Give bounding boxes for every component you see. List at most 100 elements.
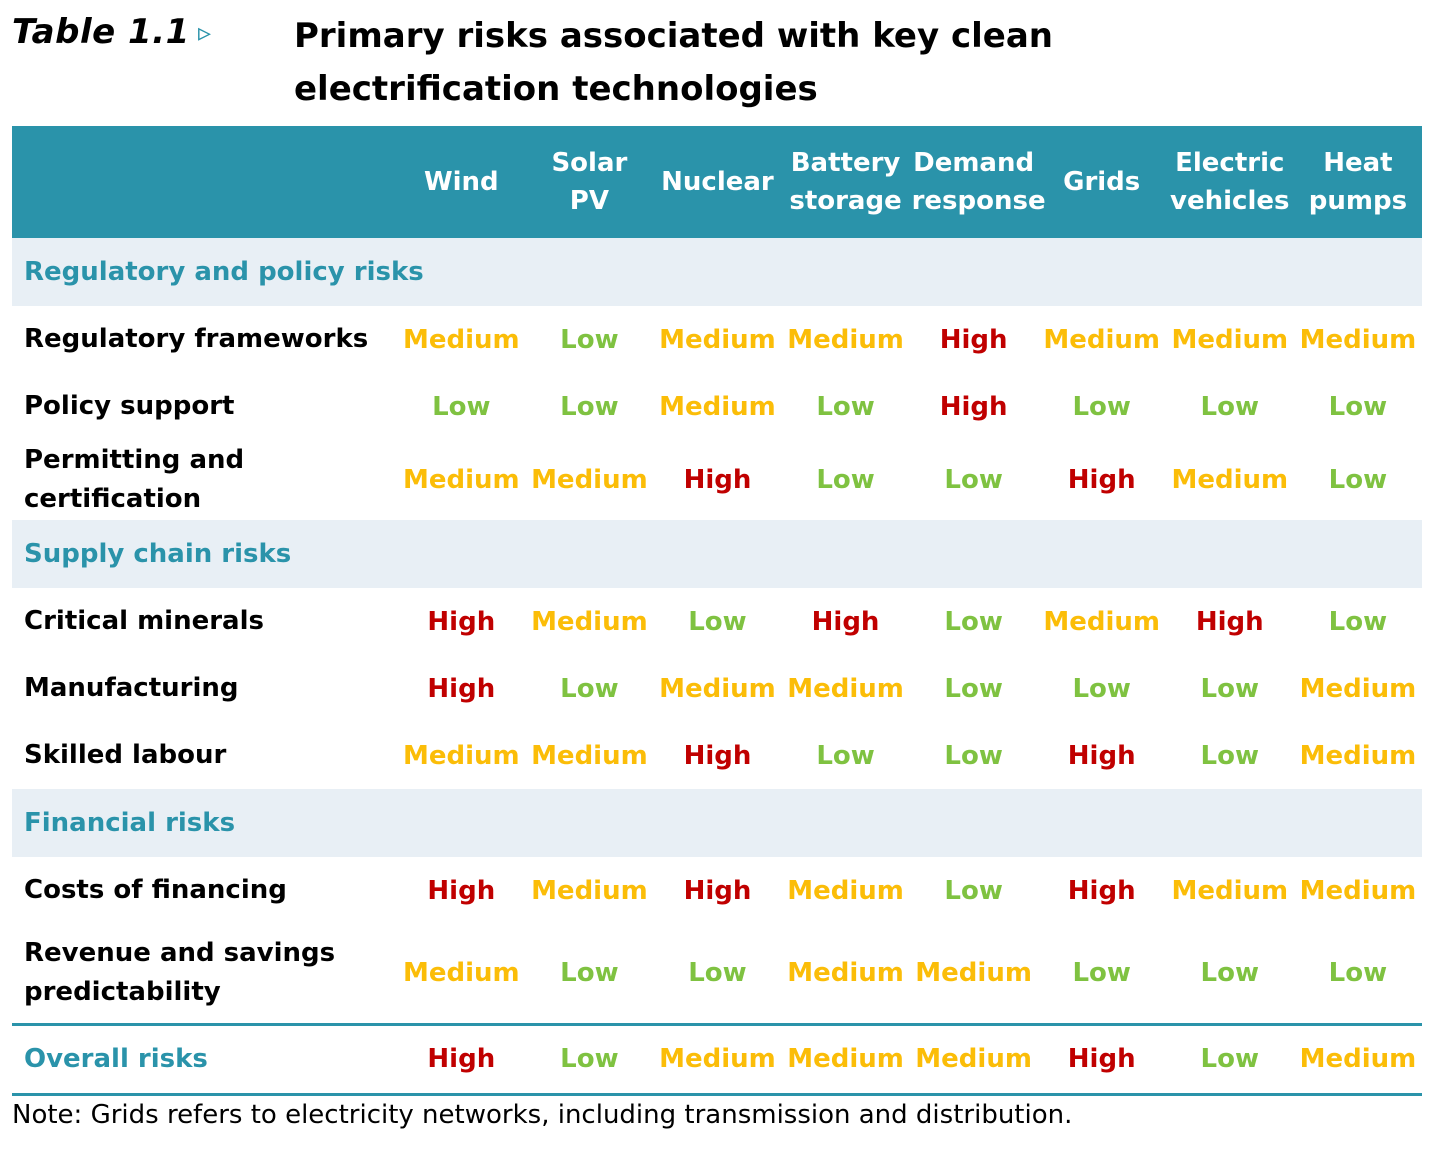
table-note: Note: Grids refers to electricity networ… (12, 1100, 1073, 1130)
table-row: Policy support Low Low Medium Low High Low Low L… (12, 373, 1422, 440)
risk-level-cell: High (1067, 875, 1136, 906)
risk-level-cell: High (939, 324, 1008, 355)
risk-level-cell: Medium (787, 324, 904, 355)
risk-level-cell: Low (688, 606, 747, 637)
risk-level-cell: High (683, 740, 752, 771)
risk-level-cell: Low (560, 673, 619, 704)
risk-level-cell: Low (816, 391, 875, 422)
section-header-row: Regulatory and policy risks (12, 238, 1422, 306)
risk-level-cell: High (683, 875, 752, 906)
row-label: Regulatory frameworks (24, 324, 369, 354)
section-title: Financial risks (24, 808, 236, 838)
risk-level-cell: High (427, 606, 496, 637)
risk-level-cell: Medium (1299, 875, 1417, 906)
risk-level-cell: High (1067, 740, 1136, 771)
risk-level-cell: Medium (531, 465, 648, 495)
header-row: Wind Solar PV Nuclear Battery storage De… (12, 126, 1422, 238)
risk-level-cell: Low (560, 391, 619, 422)
table-title-block: Table 1.1 ▹ Primary risks associated wit… (12, 6, 1432, 116)
risk-level-cell: Low (1200, 673, 1259, 704)
risk-level-cell: Medium (659, 673, 776, 704)
table-row: Revenue and savings predictability Medium… (12, 924, 1422, 1024)
risk-level-cell: Medium (402, 958, 520, 989)
row-label: Critical minerals (24, 606, 264, 636)
risk-level-cell: Low (1200, 1044, 1259, 1074)
risk-level-cell: Low (944, 673, 1003, 704)
table-row: Regulatory frameworks Medium Low Medium Medi… (12, 306, 1422, 373)
overall-row: Overall risks High Low Medium Medium Medium Hi… (12, 1024, 1422, 1094)
risk-level-cell: Medium (1171, 875, 1289, 906)
risk-level-cell: Low (944, 606, 1003, 637)
risk-level-cell: Low (944, 465, 1003, 495)
header-cell: Demand response (911, 148, 1046, 216)
risk-level-cell: Medium (531, 740, 648, 771)
header-cell: Electric vehicles (1170, 148, 1290, 216)
row-label: Permitting and certification (24, 445, 245, 514)
risk-level-cell: Low (1072, 958, 1131, 989)
row-label: Skilled labour (24, 740, 227, 770)
row-label: Costs of financing (24, 875, 287, 905)
risk-level-cell: Low (560, 1044, 619, 1074)
risk-level-cell: High (427, 1044, 496, 1074)
risk-level-cell: Medium (787, 673, 904, 704)
risk-level-cell: Low (816, 465, 875, 495)
risk-level-cell: Low (1200, 391, 1259, 422)
table-row: Critical minerals High Medium Low High Low Med… (12, 588, 1422, 655)
table-number: Table 1.1 (12, 12, 190, 52)
row-label: Manufacturing (24, 673, 239, 703)
table-row: Costs of financing High Medium High Medium Lo… (12, 857, 1422, 924)
risk-level-cell: High (683, 465, 752, 495)
risk-level-cell: Low (816, 740, 875, 771)
risk-level-cell: Low (944, 740, 1003, 771)
header-cell: Wind (423, 167, 499, 197)
risk-table: Wind Solar PV Nuclear Battery storage De… (12, 126, 1422, 1096)
risk-level-cell: Medium (1299, 740, 1417, 771)
risk-level-cell: Low (560, 958, 619, 989)
table-title: Primary risks associated with key clean … (294, 16, 1053, 109)
risk-level-cell: Low (1072, 673, 1131, 704)
header-cell: Nuclear (661, 167, 774, 197)
risk-level-cell: Low (688, 958, 747, 989)
risk-level-cell: Medium (1299, 324, 1417, 355)
risk-level-cell: Medium (1299, 673, 1417, 704)
section-title: Supply chain risks (24, 539, 292, 569)
risk-level-cell: Medium (1299, 1044, 1417, 1074)
risk-level-cell: Medium (402, 740, 520, 771)
section-header-row: Financial risks (12, 789, 1422, 857)
risk-level-cell: Medium (659, 1044, 776, 1074)
risk-level-cell: High (1067, 1044, 1136, 1074)
risk-level-cell: Medium (531, 875, 648, 906)
row-label: Revenue and savings predictability (24, 938, 336, 1008)
table-body: Regulatory and policy risks Regulatory fr… (12, 238, 1422, 1094)
risk-level-cell: High (811, 606, 880, 637)
risk-level-cell: Medium (787, 875, 904, 906)
overall-label: Overall risks (24, 1044, 208, 1074)
risk-level-cell: Low (1072, 391, 1131, 422)
row-label: Policy support (24, 391, 235, 421)
header-corner (12, 126, 398, 238)
table-row: Permitting and certification Medium Medium… (12, 440, 1422, 520)
section-header-row: Supply chain risks (12, 520, 1422, 588)
header-cell: Grids (1063, 167, 1141, 197)
risk-level-cell: Medium (402, 465, 520, 495)
risk-level-cell: Medium (402, 324, 520, 355)
risk-level-cell: High (427, 673, 496, 704)
risk-level-cell: Medium (1171, 324, 1289, 355)
triangle-right-icon: ▹ (198, 18, 212, 48)
risk-level-cell: Medium (659, 391, 776, 422)
table-row: Manufacturing High Low Medium Medium Low Low Lo… (12, 655, 1422, 722)
section-title: Regulatory and policy risks (24, 257, 424, 287)
risk-level-cell: Medium (915, 958, 1032, 989)
table-row: Skilled labour Medium Medium High Low Low High… (12, 722, 1422, 789)
risk-level-cell: Low (432, 391, 491, 422)
risk-level-cell: Medium (1171, 465, 1289, 495)
risk-level-cell: High (1195, 606, 1264, 637)
risk-level-cell: Medium (1043, 606, 1161, 637)
risk-level-cell: Medium (1043, 324, 1161, 355)
risk-level-cell: Medium (915, 1044, 1032, 1074)
risk-level-cell: High (427, 875, 496, 906)
risk-level-cell: Low (1200, 740, 1259, 771)
risk-level-cell: Low (1328, 958, 1388, 989)
header-cell: Solar PV (551, 148, 628, 216)
risk-level-cell: Medium (787, 1044, 904, 1074)
